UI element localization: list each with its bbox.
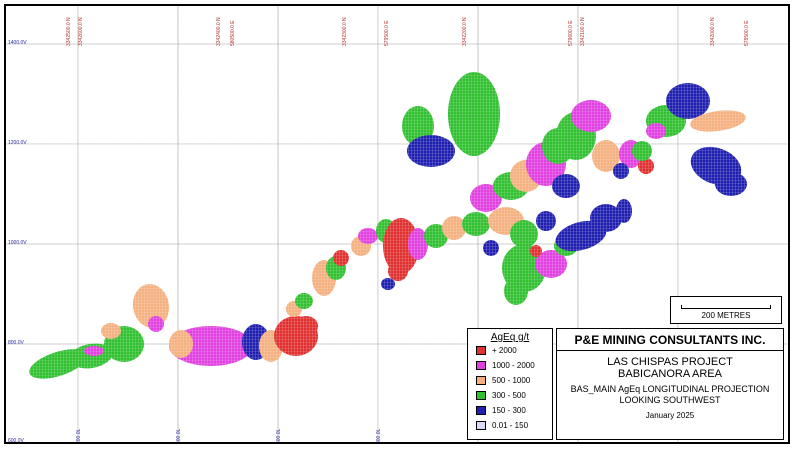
- legend-swatch: [476, 376, 486, 385]
- grid-label-8: 579600.0 E: [568, 20, 574, 46]
- grade-block-grn-27: [462, 212, 490, 236]
- grade-block-blu-39: [552, 174, 580, 198]
- legend-swatch: [476, 391, 486, 400]
- scale-bar: [681, 305, 771, 309]
- x-label-800: 800.0L: [376, 428, 382, 444]
- grade-block-blu-23: [381, 278, 395, 290]
- grade-block-blu-44: [613, 163, 629, 179]
- grade-block-grn-14: [295, 293, 313, 309]
- grid-label-11: 578500.0 E: [744, 20, 750, 46]
- grade-block-org-8: [169, 330, 193, 358]
- grade-block-grn-30: [510, 220, 538, 248]
- grade-block-blu-54: [715, 172, 747, 196]
- grade-block-mag-38: [571, 100, 611, 132]
- grade-block-red-12: [294, 316, 318, 336]
- elevation-label-800: 800.0V: [8, 340, 24, 346]
- grade-block-org-3: [101, 323, 121, 339]
- grade-block-grn-56: [504, 277, 528, 305]
- map-date: January 2025: [645, 411, 695, 420]
- legend-label: + 2000: [492, 346, 517, 355]
- company-name: P&E MINING CONSULTANTS INC.: [557, 329, 783, 351]
- grid-label-5: 3342300.0 N: [342, 17, 348, 46]
- grid-label-2: 3342600.0 N: [78, 17, 84, 46]
- title-block: P&E MINING CONSULTANTS INC. LAS CHISPAS …: [556, 328, 784, 440]
- grade-block-red-62: [530, 245, 542, 257]
- view-direction: LOOKING SOUTHWEST: [619, 395, 721, 405]
- legend-label: 500 - 1000: [492, 376, 531, 385]
- grade-block-grn-48: [469, 78, 493, 114]
- elevation-label-600: 600.0V: [8, 438, 24, 444]
- grade-block-mag-5: [148, 316, 164, 332]
- grade-block-mag-6: [84, 346, 104, 356]
- grade-block-mag-19: [358, 228, 378, 244]
- grid-label-6: 579500.0 E: [384, 20, 390, 46]
- legend-swatch: [476, 361, 486, 370]
- legend-label: 300 - 500: [492, 391, 526, 400]
- x-label-600: 600.0L: [276, 428, 282, 444]
- legend-title: AgEq g/t: [490, 332, 530, 343]
- grade-block-red-22: [388, 261, 408, 281]
- area-name: BABICANORA AREA: [618, 368, 722, 380]
- grade-block-mag-52: [646, 123, 666, 139]
- elevation-label-1000: 1000.0V: [8, 240, 27, 246]
- grade-block-org-26: [442, 216, 466, 240]
- legend-item: 0.01 - 150: [476, 418, 552, 433]
- grade-block-grn-43: [632, 141, 652, 161]
- grid-label-4: 580500.0 E: [230, 20, 236, 46]
- x-label-200: 200.0L: [76, 428, 82, 444]
- grade-block-blu-31: [536, 211, 556, 231]
- legend-label: 1000 - 2000: [492, 361, 535, 370]
- legend-item: 1000 - 2000: [476, 358, 552, 373]
- elevation-label-1400: 1400.0V: [8, 40, 27, 46]
- grid-label-10: 3342000.0 N: [710, 17, 716, 46]
- grade-block-blu-50: [666, 83, 710, 119]
- x-label-400: 400.0L: [176, 428, 182, 444]
- scale-bar-box: 200 METRES: [670, 296, 782, 324]
- legend-item: + 2000: [476, 343, 552, 358]
- elevation-label-1200: 1200.0V: [8, 140, 27, 146]
- legend-item: 150 - 300: [476, 403, 552, 418]
- legend-swatch: [476, 346, 486, 355]
- grid-label-9: 3342100.0 N: [580, 17, 586, 46]
- project-name: LAS CHISPAS PROJECT: [607, 356, 733, 368]
- legend-item: 300 - 500: [476, 388, 552, 403]
- legend-label: 0.01 - 150: [492, 421, 529, 430]
- legend-item: 500 - 1000: [476, 373, 552, 388]
- grade-block-red-17: [333, 250, 349, 266]
- grade-block-blu-28: [483, 240, 499, 256]
- legend-swatch: [476, 406, 486, 415]
- grid-label-1: 3342500.0 N: [66, 17, 72, 46]
- projection-description: BAS_MAIN AgEq LONGITUDINAL PROJECTION: [570, 384, 770, 394]
- legend-label: 150 - 300: [492, 406, 526, 415]
- grid-label-7: 3342200.0 N: [462, 17, 468, 46]
- scale-label: 200 METRES: [701, 311, 751, 320]
- grade-block-blu-61: [616, 199, 632, 223]
- grade-block-blu-46: [407, 135, 455, 167]
- legend-swatch: [476, 421, 486, 430]
- grid-label-3: 3342400.0 N: [216, 17, 222, 46]
- grade-legend: AgEq g/t + 2000 1000 - 2000 500 - 1000 3…: [467, 328, 553, 440]
